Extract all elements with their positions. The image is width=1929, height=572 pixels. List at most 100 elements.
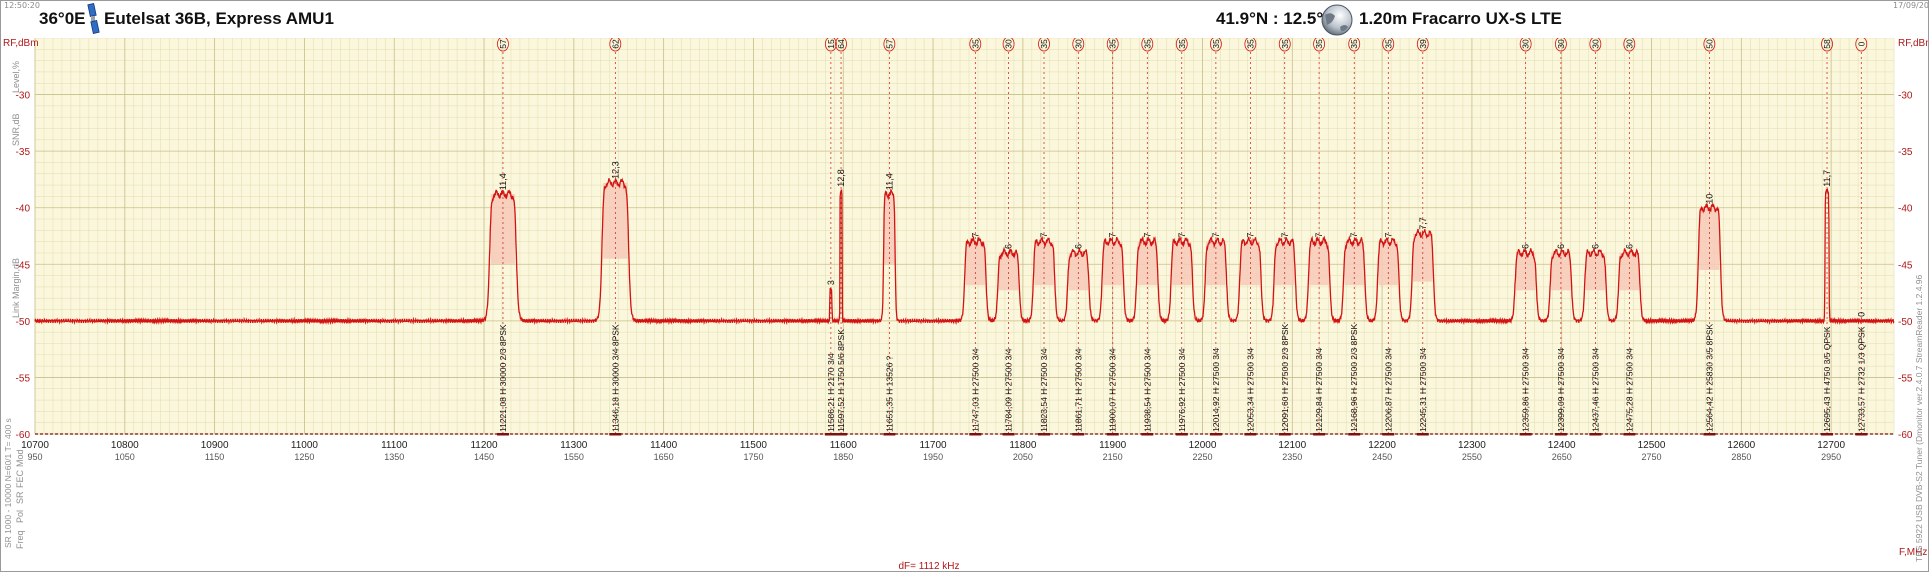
transponder-params: 12014,92 H 27500 3/4: [1211, 348, 1221, 432]
satellite-icon: [84, 3, 102, 35]
y-tick-label: -45: [16, 260, 31, 271]
x-tick-label-if: 1250: [294, 452, 314, 462]
transponder-params: 11586,21 H 2170 3/4: [826, 353, 836, 432]
transponder-params: 12053,34 H 27500 3/4: [1245, 348, 1255, 432]
y-tick-label: -50: [16, 317, 31, 328]
snr-label: 12,8: [836, 169, 846, 187]
y-tick-label-right: -60: [1898, 430, 1913, 441]
link-margin-label: Link Margin,dB: [11, 258, 21, 318]
level-badge: [1855, 38, 1868, 52]
x-tick-label-rf: 11500: [740, 440, 768, 451]
band-marker: [835, 433, 848, 436]
snr-label: 7: [1383, 233, 1393, 238]
band-marker: [1278, 433, 1291, 436]
y-tick-label: -35: [16, 147, 31, 158]
x-tick-label-if: 1450: [474, 452, 494, 462]
band-marker: [1519, 433, 1532, 436]
level-badge: [1175, 38, 1188, 52]
snr-label: 11,7: [1822, 170, 1832, 187]
x-tick-label-if: 2850: [1731, 452, 1751, 462]
plot-area: [35, 38, 1894, 434]
level-badge: [1519, 38, 1532, 52]
x-tick-label-if: 1050: [115, 452, 135, 462]
signal-fill: [1619, 252, 1640, 291]
transponder-params: 12359,86 H 27500 3/4: [1521, 348, 1531, 432]
level-label: 30: [1073, 39, 1083, 49]
header-bar: 12:50:20 17/09/20 36°0E Eutelsat 36B, Ex…: [0, 0, 1929, 40]
transponder-params: 11938,54 H 27500 3/4: [1142, 348, 1152, 432]
level-label: 57: [884, 39, 894, 49]
y-tick-label: -60: [16, 430, 31, 441]
x-tick-label-if: 2650: [1552, 452, 1572, 462]
signal-fill: [1515, 252, 1536, 291]
transponder-params: 12245,31 H 27500 3/4: [1418, 348, 1428, 432]
signal-fill: [998, 252, 1019, 291]
x-tick-label-rf: 11000: [291, 440, 319, 451]
level-badge: [1821, 38, 1833, 52]
transponder-params: 12695,43 H 4750 3/5 QPSK: [1822, 326, 1832, 432]
transponder-params: 11651,35 H 13526 ?: [884, 355, 894, 432]
level-label: 30: [1556, 39, 1566, 49]
snr-label: 10: [1704, 194, 1714, 204]
snr-label: 6: [1556, 244, 1566, 249]
band-marker: [824, 433, 837, 436]
transponder-params: 11747,03 H 27500 3/4: [970, 348, 980, 432]
transponder-params: 12091,60 H 27500 2/3 8PSK: [1280, 323, 1290, 432]
band-marker: [1703, 433, 1716, 436]
level-label: 30: [1004, 39, 1014, 49]
x-tick-label-rf: 12300: [1458, 440, 1486, 451]
level-label: 30: [1624, 39, 1634, 49]
band-marker: [1416, 433, 1429, 436]
x-tick-label-rf: 12100: [1278, 440, 1306, 451]
level-label: 35: [1177, 39, 1187, 49]
y-tick-label: -40: [16, 204, 31, 215]
x-tick-label-if: 1750: [743, 452, 763, 462]
globe-icon: [1319, 3, 1355, 37]
snr-label: 7: [1039, 233, 1049, 238]
x-tick-label-if: 2150: [1103, 452, 1123, 462]
level-label: 15: [826, 39, 836, 49]
x-tick-label-if: 950: [27, 452, 42, 462]
level-label: 35: [1245, 39, 1255, 49]
transponder-params: 12437,46 H 27500 3/4: [1590, 348, 1600, 432]
level-badge: [1623, 38, 1636, 52]
level-label: 35: [1108, 39, 1118, 49]
band-marker: [1209, 433, 1222, 436]
x-tick-label-if: 2450: [1372, 452, 1392, 462]
x-tick-label-rf: 11400: [650, 440, 678, 451]
param-column-labels: Freq Pol SR FEC Mod: [15, 449, 25, 549]
transponder-params: 11861,71 H 27500 3/4: [1073, 348, 1083, 432]
band-marker: [1313, 433, 1326, 436]
band-marker: [1002, 433, 1015, 436]
y-tick-label-right: -45: [1898, 260, 1913, 271]
y-tick-label-right: -30: [1898, 91, 1913, 102]
snr-label: 7: [1280, 233, 1290, 238]
level-badge: [1348, 38, 1361, 52]
level-label: 50: [1704, 39, 1714, 49]
snr-label: 7: [1245, 233, 1255, 238]
band-marker: [883, 433, 896, 436]
level-label: 57: [498, 39, 508, 49]
level-badge: [1244, 38, 1257, 52]
x-tick-label-rf: 10800: [111, 440, 139, 451]
tuner-info-label: TBS 5922 USB DVB-S2 Tuner (Dmonitor ver.…: [1914, 274, 1924, 562]
site-coordinates: 41.9°N : 12.5°E: [1216, 9, 1335, 28]
snr-label: 7,7: [1418, 217, 1428, 230]
snr-label: 7: [1314, 233, 1324, 238]
snr-label: 7: [1142, 233, 1152, 238]
x-tick-label-rf: 11300: [560, 440, 588, 451]
transponder-params: 11900,07 H 27500 3/4: [1108, 348, 1118, 432]
level-label: 35: [970, 39, 980, 49]
snr-label: 6: [1624, 244, 1634, 249]
signal-fill: [1585, 252, 1606, 291]
band-marker: [1382, 433, 1395, 436]
level-badge: [1703, 38, 1716, 52]
band-marker: [1623, 433, 1636, 436]
x-tick-label-if: 2350: [1282, 452, 1302, 462]
x-tick-label-if: 1650: [654, 452, 674, 462]
snr-label: 7: [1211, 233, 1221, 238]
transponder-params: 12475,28 H 27500 3/4: [1624, 348, 1634, 432]
level-badge: [1002, 38, 1015, 52]
level-label: 64: [836, 39, 846, 49]
